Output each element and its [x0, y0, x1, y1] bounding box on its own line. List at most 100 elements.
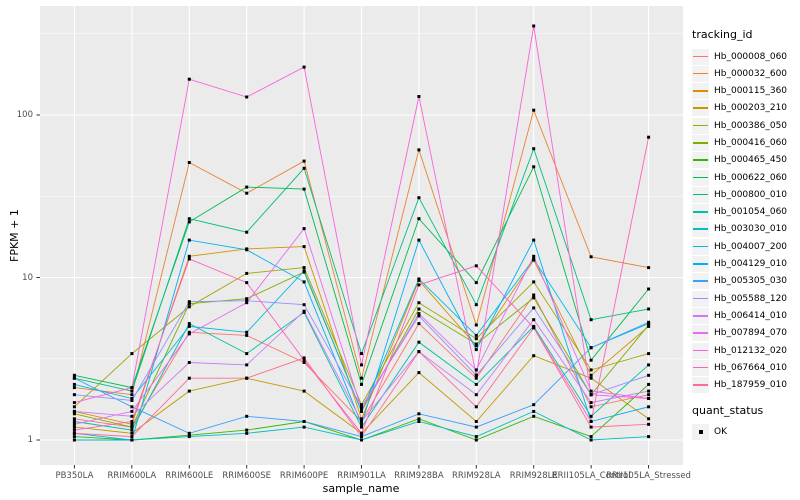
data-point: [474, 344, 478, 348]
x-tick-label: RRIM600SE: [222, 471, 271, 481]
data-point: [245, 299, 249, 303]
data-point: [532, 165, 536, 169]
legend-key-line-icon: [692, 238, 709, 255]
data-point: [417, 417, 421, 421]
y-tick-label: 1: [27, 435, 33, 445]
data-point: [360, 407, 363, 411]
data-point: [302, 389, 306, 393]
x-tick-label: RRIM928LE: [509, 471, 558, 481]
legend-entry-Hb_000115_360: Hb_000115_360: [692, 83, 798, 100]
data-point: [187, 77, 191, 81]
data-point: [417, 350, 421, 354]
data-point: [532, 280, 536, 284]
data-point: [532, 318, 536, 322]
data-point: [245, 428, 249, 432]
legend-key-line-icon: [692, 117, 709, 134]
legend-color-line: [693, 384, 708, 386]
legend-title-tracking-id: tracking_id: [692, 28, 753, 41]
legend-key-line-icon: [692, 359, 709, 376]
data-point: [589, 346, 593, 350]
legend-color-line: [693, 211, 708, 213]
legend-entry-status-OK: OK: [692, 424, 798, 441]
legend-label: Hb_004007_200: [714, 241, 788, 252]
data-point: [532, 403, 536, 407]
legend-color-line: [693, 332, 708, 334]
data-point: [417, 420, 421, 423]
data-point: [302, 187, 306, 191]
legend-color-line: [693, 90, 708, 92]
data-point: [72, 409, 76, 413]
data-point: [130, 420, 134, 423]
data-point: [417, 371, 421, 375]
data-point: [417, 307, 421, 311]
legend-entry-Hb_000465_450: Hb_000465_450: [692, 152, 798, 169]
data-point: [647, 397, 651, 400]
legend-title-quant-status: quant_status: [692, 403, 764, 417]
data-point: [187, 361, 191, 364]
data-point: [245, 301, 249, 305]
legend-entry-Hb_004007_200: Hb_004007_200: [692, 238, 798, 255]
legend: tracking_id Hb_000008_060 Hb_000032_600 Hb…: [692, 28, 798, 441]
data-point: [187, 161, 191, 164]
data-point: [360, 403, 363, 407]
legend-color-line: [693, 245, 708, 248]
data-point: [589, 420, 593, 423]
data-point: [302, 65, 306, 69]
data-point: [474, 376, 478, 380]
data-point: [417, 301, 421, 305]
legend-color-line: [693, 193, 708, 196]
data-point: [187, 376, 191, 380]
data-point: [130, 428, 134, 432]
legend-label: Hb_001054_060: [714, 207, 788, 218]
data-point: [72, 425, 76, 429]
legend-color-line: [693, 107, 708, 109]
legend-status-entries: OK: [692, 424, 798, 441]
legend-entry-Hb_001054_060: Hb_001054_060: [692, 204, 798, 221]
data-point: [130, 386, 134, 390]
data-point: [417, 314, 421, 318]
legend-label: Hb_000203_210: [714, 103, 788, 114]
data-point: [245, 352, 249, 356]
data-point: [474, 435, 478, 439]
data-point: [72, 386, 76, 390]
data-point: [532, 108, 536, 112]
data-point: [647, 405, 651, 409]
data-point: [589, 376, 593, 380]
legend-key-line-icon: [692, 100, 709, 117]
data-point: [130, 409, 134, 413]
data-point: [532, 238, 536, 242]
data-point: [360, 431, 363, 435]
data-point: [72, 428, 76, 432]
legend-color-line: [693, 72, 708, 75]
data-point: [589, 438, 593, 442]
data-point: [187, 332, 191, 336]
legend-color-line: [693, 314, 708, 317]
data-point: [72, 412, 76, 416]
data-point: [72, 431, 76, 435]
data-point: [474, 393, 478, 397]
data-point: [417, 196, 421, 200]
data-point: [474, 281, 478, 285]
x-tick-label: RRIM928BA: [394, 471, 444, 481]
data-point: [187, 254, 191, 258]
data-point: [245, 95, 249, 99]
data-point: [589, 435, 593, 439]
data-point: [474, 264, 478, 268]
legend-label: Hb_000800_010: [714, 189, 788, 200]
data-point: [302, 358, 306, 362]
legend-label: Hb_003030_010: [714, 224, 788, 235]
data-point: [245, 297, 249, 301]
data-point: [302, 425, 306, 429]
data-point: [302, 356, 306, 360]
data-point: [187, 330, 191, 334]
data-point: [647, 363, 651, 367]
x-tick-label: PB350LA: [55, 471, 94, 481]
data-point: [647, 389, 651, 393]
legend-label: Hb_000032_600: [714, 68, 788, 79]
legend-label: Hb_000416_060: [714, 137, 788, 148]
data-point: [130, 397, 134, 400]
legend-label: Hb_007894_070: [714, 328, 788, 339]
data-point: [245, 376, 249, 380]
data-point: [589, 358, 593, 362]
data-point: [245, 333, 249, 337]
